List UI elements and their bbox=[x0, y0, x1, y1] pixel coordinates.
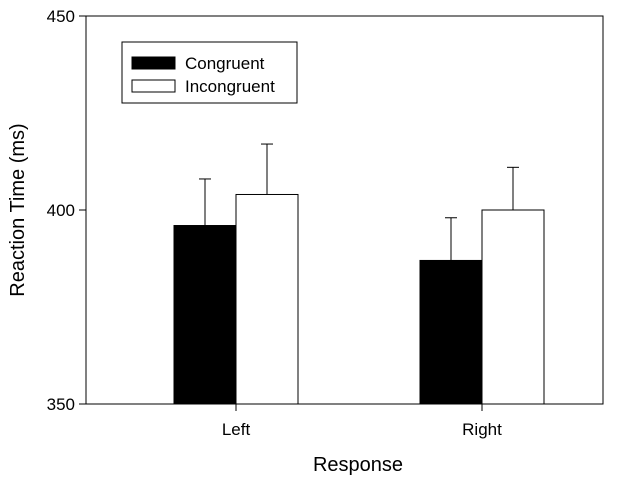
bar-congruent-left bbox=[173, 225, 237, 405]
legend-swatch-congruent bbox=[131, 56, 176, 70]
legend-swatch-incongruent bbox=[131, 79, 176, 93]
legend-box bbox=[121, 41, 298, 104]
x-axis-title: Response bbox=[313, 454, 403, 476]
legend-label-congruent: Congruent bbox=[185, 54, 265, 73]
bar-incongruent-left bbox=[235, 193, 299, 405]
x-tick-label-left: Left bbox=[222, 420, 251, 439]
y-tick-label-400: 400 bbox=[47, 201, 75, 220]
x-tick-label-right: Right bbox=[462, 420, 502, 439]
legend: Congruent Incongruent bbox=[121, 41, 298, 104]
ticks: 350 400 450 Left Right bbox=[47, 7, 502, 439]
bar-congruent-right bbox=[419, 259, 483, 405]
bars bbox=[173, 193, 545, 405]
y-axis-title: Reaction Time (ms) bbox=[7, 123, 29, 296]
error-bars bbox=[199, 143, 519, 261]
bar-incongruent-right bbox=[481, 209, 545, 405]
y-tick-label-450: 450 bbox=[47, 7, 75, 26]
y-tick-label-350: 350 bbox=[47, 395, 75, 414]
legend-label-incongruent: Incongruent bbox=[185, 77, 275, 96]
